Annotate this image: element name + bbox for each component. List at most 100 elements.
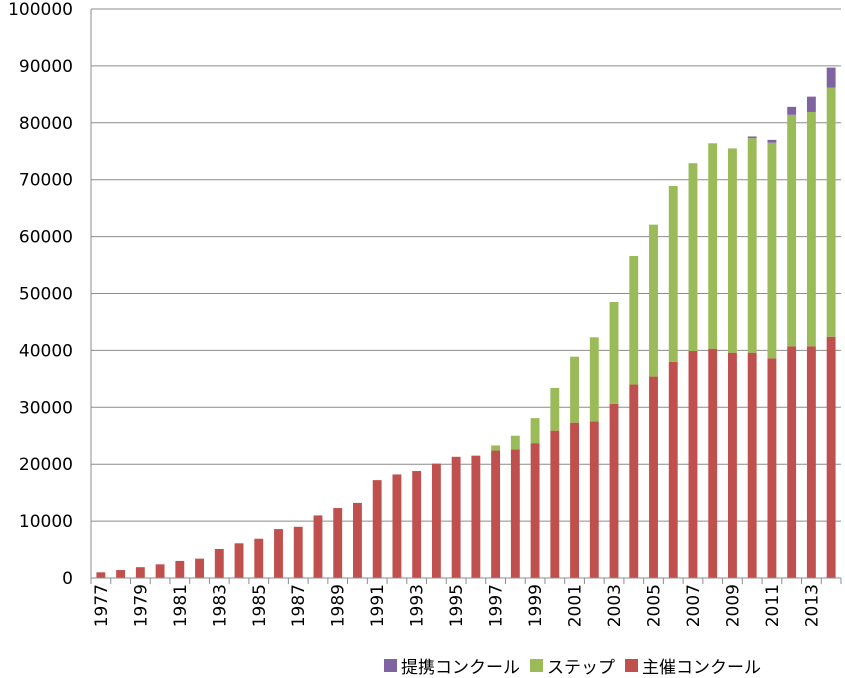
x-tick-label: 1993 [408,584,428,627]
legend-item: ステップ [530,653,615,678]
x-tick-label: 2001 [566,584,586,627]
bar-segment [609,302,619,404]
bar-segment [372,480,382,578]
bar-segment [293,526,303,578]
x-tick-label: 1999 [526,584,546,627]
bar-segment [826,87,836,337]
bar-segment [609,403,619,578]
bar-segment [629,384,639,578]
legend: 提携コンクール ステップ 主催コンクール [384,653,771,678]
bar-segment [116,570,126,578]
bar-segment [530,418,540,444]
bar-segment [806,346,816,578]
x-tick-label: 1985 [250,584,270,627]
y-axis-tick-labels: 0 10000 20000 30000 40000 50000 60000 70000 8000… [8,0,73,589]
legend-swatch [384,658,397,672]
x-tick-label: 1991 [368,584,388,627]
x-tick-label: 1997 [487,584,507,627]
bar-segment [728,352,737,578]
bar-segment [688,163,698,351]
bar-segment [629,255,639,385]
legend-item: 主催コンクール [625,653,761,678]
bar-segment [550,387,560,431]
x-tick-label: 1983 [210,584,230,627]
bar-segment [747,138,757,353]
bar-segment [412,471,422,578]
legend-label: 提携コンクール [401,657,520,678]
y-tick-label: 30000 [19,398,73,418]
x-tick-label: 2009 [723,584,743,627]
y-tick-label: 40000 [19,341,73,361]
bar-segment [96,572,106,578]
x-axis-tick-labels: 1977 1979 1981 1983 1985 1987 1989 1991 1993 1995… [92,584,823,627]
bar-segment [826,336,836,578]
bar-segment [708,143,718,349]
y-tick-label: 90000 [19,57,73,77]
x-tick-label: 2005 [645,584,665,627]
legend-swatch [530,658,543,672]
bar-segment [353,502,362,578]
bar-segment [589,421,599,578]
bar-segment [708,348,718,578]
y-tick-label: 70000 [19,171,73,191]
bar-segment [195,558,204,578]
bar-segment [510,435,520,450]
bar-segment [530,443,540,578]
bar-segment [787,114,797,347]
bar-segment [333,508,343,578]
bar-segment [234,543,244,578]
x-tick-label: 1995 [447,584,467,627]
bar-segment [649,376,658,578]
bar-segment [570,356,579,423]
y-tick-label: 20000 [19,455,73,475]
bar-segment [471,455,481,578]
x-tick-label: 1989 [329,584,349,627]
bar-segment [787,346,797,578]
x-tick-label: 1979 [131,584,151,627]
x-tick-label: 2003 [605,584,625,627]
x-tick-label: 2013 [802,584,822,627]
bar-segment [747,136,757,139]
bar-segment [491,445,501,451]
bar-segment [649,224,658,377]
bar-segment [826,67,836,88]
legend-swatch [625,658,638,672]
bar-segment [392,474,402,578]
bar-segment [787,106,797,115]
bar-segment [767,358,777,578]
x-tick-label: 1981 [171,584,191,627]
bar-segment [767,142,777,359]
legend-item: 提携コンクール [384,653,520,678]
bar-segment [728,148,737,353]
y-tick-label: 60000 [19,228,73,248]
stacked-bar-chart: 0 10000 20000 30000 40000 50000 60000 70000 8000… [8,0,842,627]
gridlines [91,8,841,522]
bar-segment [688,350,698,578]
bar-segment [747,352,757,578]
y-tick-label: 80000 [19,114,73,134]
bar-segment [806,111,816,347]
bar-segment [550,430,560,578]
y-tick-label: 100000 [8,0,73,20]
x-tick-label: 1977 [92,584,112,627]
axes [90,9,842,584]
bars [96,67,836,578]
bar-segment [806,96,816,112]
bar-segment [491,450,501,578]
legend-label: 主催コンクール [642,657,761,678]
x-tick-label: 1987 [289,584,309,627]
bar-segment [570,422,579,578]
y-tick-label: 0 [62,569,73,589]
x-tick-label: 2011 [763,584,783,627]
legend-label: ステップ [547,657,615,678]
y-tick-label: 50000 [19,285,73,305]
bar-segment [510,449,520,578]
bar-segment [155,564,165,578]
bar-segment [767,139,777,143]
bar-segment [254,538,264,578]
bar-segment [175,560,185,578]
x-tick-label: 2007 [684,584,704,627]
bar-segment [313,515,323,578]
bar-segment [274,529,283,578]
bar-segment [589,337,599,422]
